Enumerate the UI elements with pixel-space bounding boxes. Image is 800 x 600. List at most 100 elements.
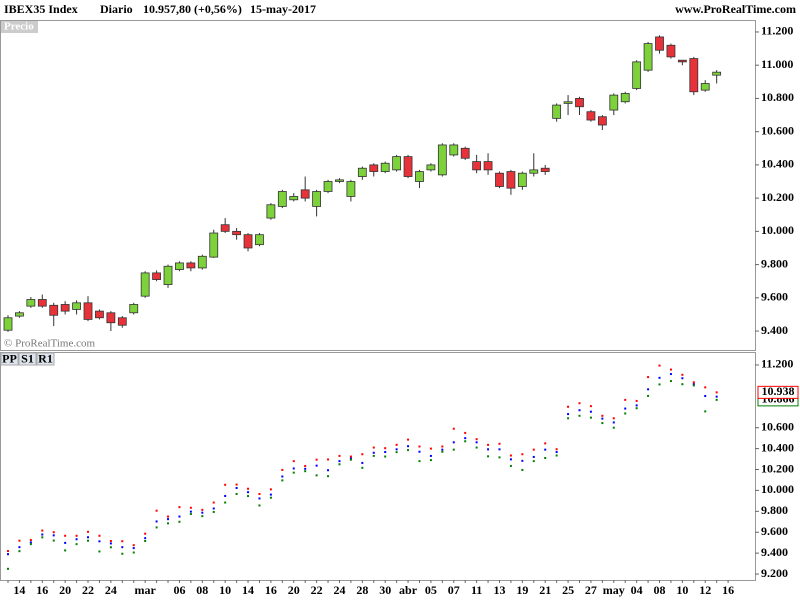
candle-body <box>232 230 242 236</box>
candle-body <box>437 144 447 176</box>
pivot-dot <box>189 513 192 516</box>
pivot-dot <box>132 551 135 554</box>
pivot-dot <box>155 520 158 523</box>
candle-body <box>60 304 70 312</box>
pivot-dot <box>281 468 284 471</box>
pivot-dot <box>669 368 672 371</box>
pivot-dot <box>681 377 684 380</box>
pivot-dot <box>487 448 490 451</box>
pivot-dot <box>109 546 112 549</box>
x-tick-label: 12 <box>699 583 711 597</box>
pivot-dot <box>189 506 192 509</box>
pivot-dot <box>681 373 684 376</box>
pivot-dot <box>521 453 524 456</box>
candle-body <box>3 317 13 331</box>
pivot-dot <box>18 550 21 553</box>
candle-body <box>106 312 116 324</box>
x-tick-label: 21 <box>539 583 551 597</box>
candle-body <box>335 179 344 182</box>
y-tick-label: 9.800 <box>761 503 788 517</box>
pivot-dot <box>487 443 490 446</box>
pivot-dot <box>201 508 204 511</box>
pivot-dot <box>167 518 170 521</box>
pivot-dot <box>121 546 124 549</box>
pivot-dot <box>715 391 718 394</box>
pivot-dot <box>407 438 410 441</box>
candle-body <box>15 312 24 317</box>
legend-chip <box>18 352 37 366</box>
pivot-dot <box>315 458 318 461</box>
pivot-dot <box>647 388 650 391</box>
pivot-dot <box>578 414 581 417</box>
pivot-dot <box>441 445 444 448</box>
pivot-dot <box>635 407 638 410</box>
x-tick-label: 14 <box>242 583 254 597</box>
y-tick-label: 10.000 <box>761 482 794 496</box>
pivot-dot <box>441 448 444 451</box>
pivot-dot <box>452 427 455 430</box>
candle-body <box>472 161 482 171</box>
pivot-dot <box>361 466 364 469</box>
pivot-dot <box>247 495 250 498</box>
pivot-dot <box>418 450 421 453</box>
pivot-dot <box>601 422 604 425</box>
pivot-dot <box>144 537 147 540</box>
pivot-dot <box>338 463 341 466</box>
pivot-dot <box>532 455 535 458</box>
pivot-dot <box>372 446 375 449</box>
pivot-dot <box>624 407 627 410</box>
pivot-panel <box>0 352 756 581</box>
candle-body <box>129 304 139 314</box>
pivot-dot <box>372 451 375 454</box>
pivot-dot <box>647 376 650 379</box>
candle-body <box>677 59 687 63</box>
pivot-dot <box>87 536 90 539</box>
x-tick-label: 10 <box>219 583 231 597</box>
candle-body <box>655 36 664 51</box>
pivot-dot <box>132 547 135 550</box>
last-price: 10.957,80 (+0,56%) <box>143 2 242 16</box>
x-tick-label: 27 <box>585 583 597 597</box>
pivot-dot <box>418 445 421 448</box>
candle-body <box>83 302 93 320</box>
candle-body <box>380 162 390 172</box>
candle-body <box>255 234 264 246</box>
candle-body <box>140 272 150 297</box>
pivot-dot <box>304 470 307 473</box>
x-tick-label: abr <box>399 583 418 597</box>
candle-body <box>495 172 504 187</box>
y-tick-label: 10.200 <box>761 190 794 204</box>
pivot-dot <box>87 530 90 533</box>
candle-body <box>323 181 333 192</box>
candle-body <box>266 204 276 219</box>
pivot-dot <box>7 567 9 570</box>
candle-body <box>552 104 562 119</box>
pivot-dot <box>567 405 570 408</box>
pivot-dot <box>669 380 672 383</box>
pivot-dot <box>201 515 204 518</box>
pivot-dot <box>704 386 707 389</box>
pivot-dot <box>121 540 124 543</box>
pivot-dot <box>452 441 455 444</box>
pivot-dot <box>635 399 638 402</box>
pivot-dot <box>544 442 547 445</box>
pivot-dot <box>109 540 112 543</box>
pivot-dot <box>281 475 284 478</box>
x-tick-label: 24 <box>105 583 117 597</box>
pivot-dot <box>247 491 250 494</box>
y-tick-label: 9.200 <box>761 566 788 580</box>
pivot-dot <box>212 507 215 510</box>
pivot-dot <box>578 409 581 412</box>
pivot-dot <box>258 492 261 495</box>
pivot-dot <box>475 446 478 449</box>
pivot-dot <box>567 413 570 416</box>
pivot-dot <box>247 487 250 490</box>
pivot-dot <box>349 455 352 458</box>
candle-body <box>517 172 527 187</box>
pivot-dot <box>418 460 421 463</box>
pivot-dot <box>612 417 615 420</box>
y-tick-label: 9.400 <box>761 545 788 559</box>
x-tick-label: 25 <box>562 583 574 597</box>
pivot-dot <box>52 534 55 537</box>
pivot-dot <box>429 454 432 457</box>
